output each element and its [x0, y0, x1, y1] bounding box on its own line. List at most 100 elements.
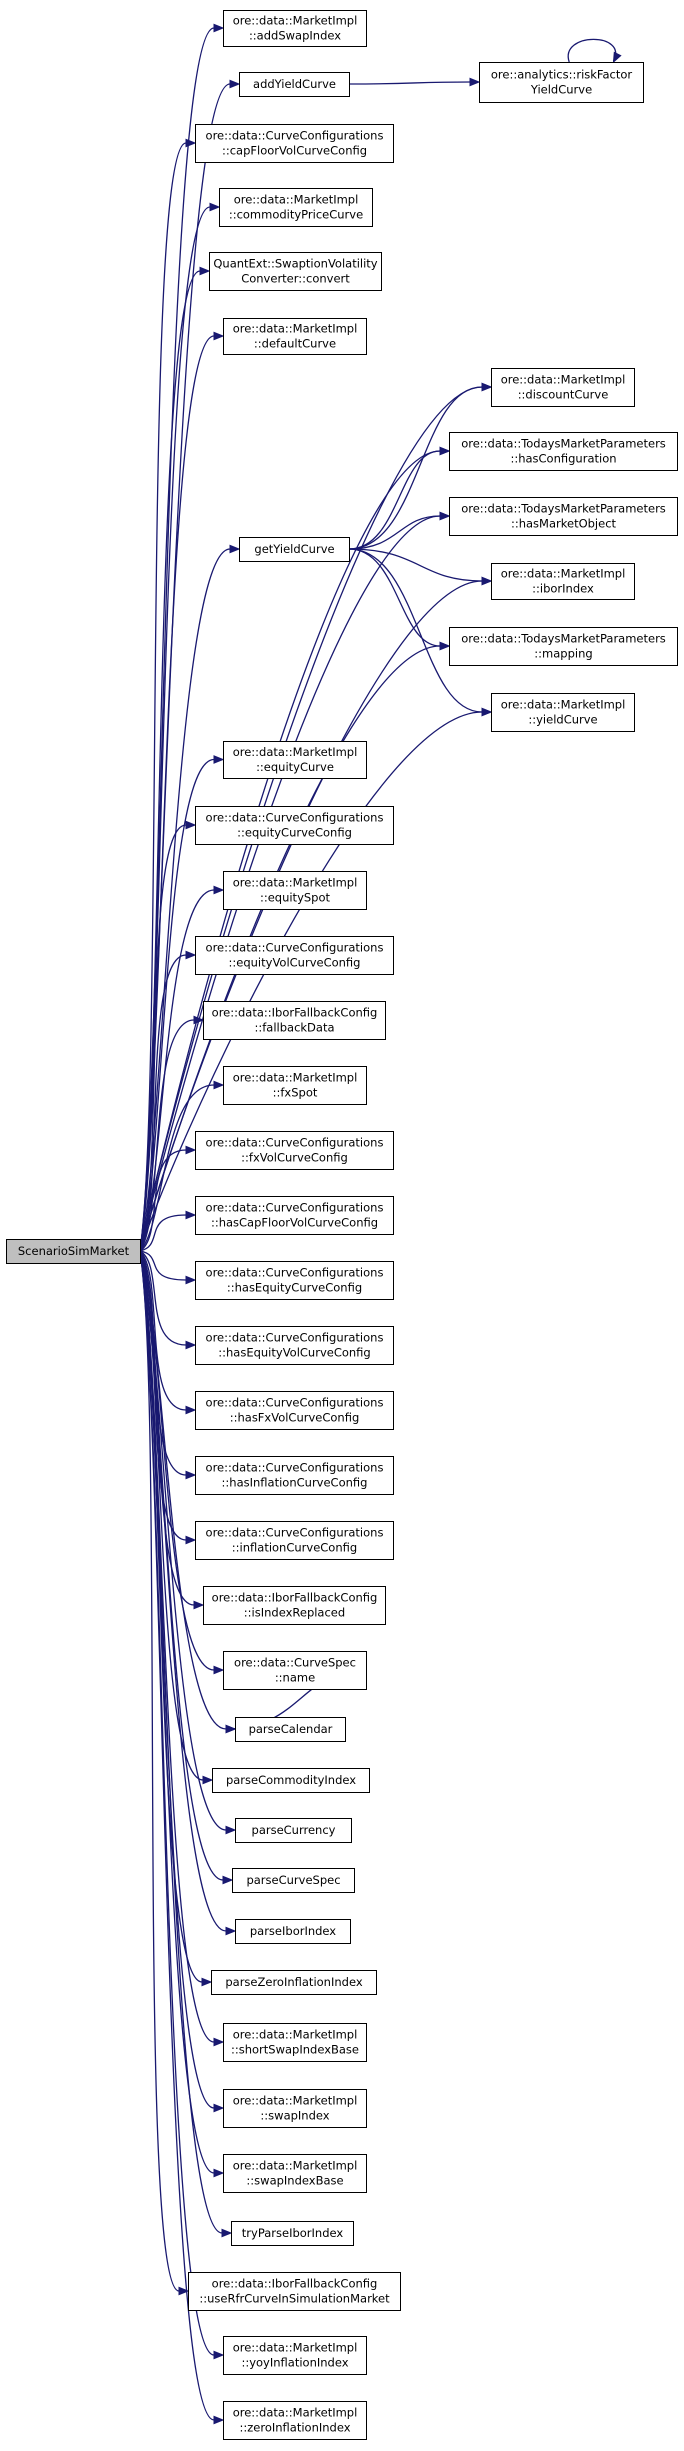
node-parseCurrency[interactable]: parseCurrency: [235, 1818, 352, 1843]
node-fxVolCurveConfig[interactable]: ore::data::CurveConfigurations::fxVolCur…: [195, 1131, 394, 1170]
node-swapIndex[interactable]: ore::data::MarketImpl::swapIndex: [223, 2089, 367, 2128]
node-box: [223, 2089, 367, 2128]
edge-root-to-hasEquityVolCurveConfig-arrowhead: [185, 1340, 197, 1350]
node-label: parseCommodityIndex: [226, 1773, 356, 1787]
node-label: ::yoyInflationIndex: [241, 2356, 348, 2370]
node-label: ::hasInflationCurveConfig: [222, 1476, 368, 1490]
node-equitySpot[interactable]: ore::data::MarketImpl::equitySpot: [223, 871, 367, 910]
node-yieldCurve[interactable]: ore::data::MarketImpl::yieldCurve: [491, 693, 635, 732]
node-label: ore::data::CurveConfigurations: [206, 1396, 384, 1410]
node-inflationCurveConfig[interactable]: ore::data::CurveConfigurations::inflatio…: [195, 1521, 394, 1560]
node-equityCurve[interactable]: ore::data::MarketImpl::equityCurve: [223, 741, 367, 779]
node-hasMarketObject[interactable]: ore::data::TodaysMarketParameters::hasMa…: [449, 497, 678, 536]
edge-root-to-hasFxVolCurveConfig-arrowhead: [185, 1405, 197, 1415]
edge-root-to-useRfrCurveInSimulationMarket: [139, 1250, 180, 2292]
node-label: ore::data::CurveConfigurations: [206, 129, 384, 143]
node-hasInflationCurveConfig[interactable]: ore::data::CurveConfigurations::hasInfla…: [195, 1456, 394, 1495]
node-addSwapIndex[interactable]: ore::data::MarketImpl::addSwapIndex: [223, 10, 367, 47]
node-label: ore::data::CurveConfigurations: [206, 1136, 384, 1150]
node-shortSwapIndexBase[interactable]: ore::data::MarketImpl::shortSwapIndexBas…: [223, 2023, 367, 2062]
edge-root-to-fallbackData: [139, 1019, 195, 1252]
node-label: ore::data::IborFallbackConfig: [212, 1006, 378, 1020]
node-parseCurveSpec[interactable]: parseCurveSpec: [232, 1868, 355, 1893]
node-fallbackData[interactable]: ore::data::IborFallbackConfig::fallbackD…: [203, 1001, 386, 1040]
node-capFloorVolCurveConfig[interactable]: ore::data::CurveConfigurations::capFloor…: [195, 124, 394, 163]
node-box: [203, 1001, 386, 1040]
node-label: ore::data::MarketImpl: [233, 876, 358, 890]
edge-addYieldCurve-to-riskFactorYieldCurve-arrowhead: [469, 77, 481, 87]
node-label: parseCalendar: [249, 1722, 333, 1736]
node-label: ore::data::TodaysMarketParameters: [461, 437, 666, 451]
node-swapIndexBase[interactable]: ore::data::MarketImpl::swapIndexBase: [223, 2154, 367, 2193]
edge-root-to-hasCapFloorVolCurveConfig-arrowhead: [185, 1210, 197, 1220]
edge-root-to-equitySpot-arrowhead: [213, 885, 225, 895]
node-parseIborIndex[interactable]: parseIborIndex: [235, 1919, 351, 1944]
node-box: [231, 2221, 354, 2246]
node-box: [223, 10, 367, 47]
node-label: ore::data::MarketImpl: [233, 1071, 358, 1085]
node-box: [195, 1261, 394, 1300]
node-hasConfiguration[interactable]: ore::data::TodaysMarketParameters::hasCo…: [449, 432, 678, 471]
node-equityCurveConfig[interactable]: ore::data::CurveConfigurations::equityCu…: [195, 806, 394, 845]
edge-root-to-hasEquityCurveConfig-arrowhead: [185, 1275, 197, 1285]
node-label: ore::data::CurveSpec: [234, 1656, 356, 1670]
edge-root-to-convert: [139, 270, 201, 1252]
edge-root-to-addSwapIndex: [139, 27, 215, 1252]
node-discountCurve[interactable]: ore::data::MarketImpl::discountCurve: [491, 368, 635, 407]
node-parseCalendar[interactable]: parseCalendar: [235, 1717, 346, 1742]
edge-getYieldCurve-to-yieldCurve: [348, 548, 483, 713]
edge-root-to-fallbackData-arrowhead: [193, 1015, 205, 1025]
node-box: [223, 2154, 367, 2193]
edge-getYieldCurve-to-hasConfiguration-arrowhead: [439, 446, 451, 456]
node-label: ::hasEquityCurveConfig: [227, 1281, 362, 1295]
node-label: ore::data::CurveConfigurations: [206, 1331, 384, 1345]
node-addYieldCurve[interactable]: addYieldCurve: [239, 72, 350, 97]
node-parseCommodityIndex[interactable]: parseCommodityIndex: [212, 1768, 370, 1793]
node-label: ::yieldCurve: [528, 713, 597, 727]
edge-root-to-defaultCurve-arrowhead: [213, 331, 225, 341]
edge-root-to-swapIndex-arrowhead: [213, 2103, 225, 2113]
edge-root-to-parseCurveSpec-arrowhead: [222, 1875, 234, 1885]
edge-root-to-equityCurveConfig: [139, 824, 187, 1252]
node-hasCapFloorVolCurveConfig[interactable]: ore::data::CurveConfigurations::hasCapFl…: [195, 1196, 394, 1235]
node-mapping[interactable]: ore::data::TodaysMarketParameters::mappi…: [449, 627, 678, 666]
node-defaultCurve[interactable]: ore::data::MarketImpl::defaultCurve: [223, 318, 367, 355]
node-iborIndex[interactable]: ore::data::MarketImpl::iborIndex: [491, 563, 635, 600]
edge-root-to-hasInflationCurveConfig-arrowhead: [185, 1470, 197, 1480]
node-getYieldCurve[interactable]: getYieldCurve: [239, 537, 350, 562]
node-label: ::isIndexReplaced: [244, 1606, 345, 1620]
node-hasEquityCurveConfig[interactable]: ore::data::CurveConfigurations::hasEquit…: [195, 1261, 394, 1300]
node-label: ::inflationCurveConfig: [232, 1541, 357, 1555]
node-label: ::hasEquityVolCurveConfig: [218, 1346, 370, 1360]
node-box: [195, 1196, 394, 1235]
node-label: ::hasMarketObject: [511, 517, 617, 531]
edge-root-to-hasFxVolCurveConfig: [139, 1250, 187, 1411]
node-parseZeroInflationIndex[interactable]: parseZeroInflationIndex: [211, 1970, 377, 1995]
node-hasFxVolCurveConfig[interactable]: ore::data::CurveConfigurations::hasFxVol…: [195, 1391, 394, 1430]
node-label: ore::data::MarketImpl: [233, 2028, 358, 2042]
node-isIndexReplaced[interactable]: ore::data::IborFallbackConfig::isIndexRe…: [203, 1586, 386, 1625]
node-hasEquityVolCurveConfig[interactable]: ore::data::CurveConfigurations::hasEquit…: [195, 1326, 394, 1365]
node-label: ::mapping: [534, 647, 592, 661]
node-label: ::commodityPriceCurve: [229, 208, 363, 222]
node-tryParseIborIndex[interactable]: tryParseIborIndex: [231, 2221, 354, 2246]
node-convert[interactable]: QuantExt::SwaptionVolatilityConverter::c…: [209, 252, 382, 291]
edge-getYieldCurve-to-hasMarketObject: [348, 515, 441, 550]
node-equityVolCurveConfig[interactable]: ore::data::CurveConfigurations::equityVo…: [195, 936, 394, 975]
node-commodityPriceCurve[interactable]: ore::data::MarketImpl::commodityPriceCur…: [219, 188, 373, 227]
edge-root-to-addSwapIndex-arrowhead: [213, 23, 225, 33]
node-yoyInflationIndex[interactable]: ore::data::MarketImpl::yoyInflationIndex: [223, 2336, 367, 2375]
node-box: [239, 537, 350, 562]
node-zeroInflationIndex[interactable]: ore::data::MarketImpl::zeroInflationInde…: [223, 2401, 367, 2440]
node-label: Converter::convert: [241, 272, 350, 286]
node-box: [195, 936, 394, 975]
node-label: ore::data::CurveConfigurations: [206, 941, 384, 955]
node-label: ore::data::CurveConfigurations: [206, 811, 384, 825]
edge-root-to-hasEquityVolCurveConfig: [139, 1250, 187, 1346]
node-name[interactable]: ore::data::CurveSpec::name: [223, 1651, 367, 1690]
edge-root-to-capFloorVolCurveConfig-arrowhead: [185, 138, 197, 148]
node-fxSpot[interactable]: ore::data::MarketImpl::fxSpot: [223, 1066, 367, 1105]
node-useRfrCurveInSimulationMarket[interactable]: ore::data::IborFallbackConfig::useRfrCur…: [188, 2272, 401, 2311]
node-label: ::name: [275, 1671, 315, 1685]
